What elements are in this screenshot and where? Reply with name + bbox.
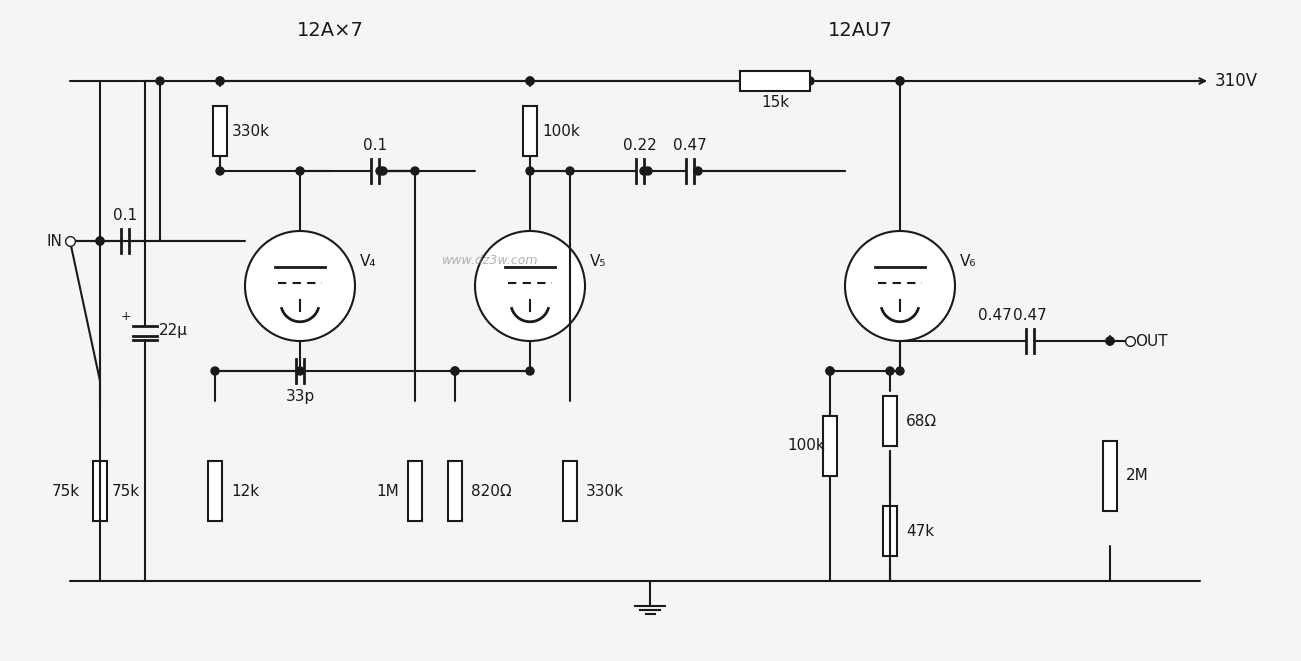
Circle shape — [156, 77, 164, 85]
Circle shape — [411, 167, 419, 175]
Text: 47k: 47k — [905, 524, 934, 539]
Bar — [563, 461, 578, 521]
Text: 0.47: 0.47 — [978, 308, 1012, 323]
Circle shape — [896, 77, 904, 85]
Circle shape — [451, 367, 459, 375]
Text: 100k: 100k — [787, 438, 825, 453]
Text: 12A×7: 12A×7 — [297, 22, 363, 40]
Circle shape — [475, 231, 585, 341]
Bar — [448, 461, 462, 521]
Circle shape — [846, 231, 955, 341]
Text: 0.1: 0.1 — [113, 208, 137, 223]
Circle shape — [376, 167, 384, 175]
Text: 310V: 310V — [1215, 72, 1258, 90]
Circle shape — [896, 77, 904, 85]
Circle shape — [245, 231, 355, 341]
Bar — [883, 506, 896, 556]
Bar — [409, 461, 422, 521]
Bar — [213, 106, 226, 156]
Bar — [883, 396, 896, 446]
Text: V₅: V₅ — [589, 254, 606, 268]
Text: 820Ω: 820Ω — [471, 483, 511, 498]
Circle shape — [1106, 337, 1114, 345]
Circle shape — [96, 237, 104, 245]
Text: 0.1: 0.1 — [363, 138, 388, 153]
Text: 75k: 75k — [52, 483, 79, 498]
Bar — [92, 461, 107, 521]
Text: 330k: 330k — [232, 124, 271, 139]
Bar — [208, 461, 222, 521]
Circle shape — [693, 167, 703, 175]
Circle shape — [211, 367, 219, 375]
Circle shape — [826, 367, 834, 375]
Text: 15k: 15k — [761, 95, 790, 110]
Circle shape — [216, 77, 224, 85]
Text: IN: IN — [46, 233, 62, 249]
Text: 12AU7: 12AU7 — [827, 22, 892, 40]
Bar — [523, 106, 537, 156]
Circle shape — [640, 167, 648, 175]
Text: 0.22: 0.22 — [623, 138, 657, 153]
Bar — [1103, 441, 1118, 511]
Bar — [740, 71, 811, 91]
Circle shape — [1106, 337, 1114, 345]
Circle shape — [297, 367, 304, 375]
Bar — [824, 416, 837, 476]
Text: 33p: 33p — [285, 389, 315, 404]
Text: 330k: 330k — [585, 483, 624, 498]
Text: +: + — [121, 310, 131, 323]
Circle shape — [566, 167, 574, 175]
Circle shape — [526, 367, 533, 375]
Circle shape — [826, 367, 834, 375]
Text: OUT: OUT — [1134, 334, 1167, 348]
Text: 12k: 12k — [232, 483, 259, 498]
Text: 100k: 100k — [543, 124, 580, 139]
Circle shape — [96, 237, 104, 245]
Circle shape — [451, 367, 459, 375]
Text: 75k: 75k — [112, 483, 141, 498]
Circle shape — [896, 367, 904, 375]
Circle shape — [379, 167, 386, 175]
Text: 22μ: 22μ — [159, 323, 187, 338]
Circle shape — [526, 77, 533, 85]
Circle shape — [886, 367, 894, 375]
Text: 1M: 1M — [376, 483, 399, 498]
Circle shape — [526, 167, 533, 175]
Circle shape — [216, 77, 224, 85]
Text: 68Ω: 68Ω — [905, 414, 937, 428]
Text: 2M: 2M — [1125, 469, 1149, 483]
Circle shape — [526, 77, 533, 85]
Circle shape — [644, 167, 652, 175]
Text: V₆: V₆ — [960, 254, 976, 268]
Circle shape — [216, 167, 224, 175]
Text: www.dz3w.com: www.dz3w.com — [442, 254, 539, 268]
Text: 0.47: 0.47 — [1013, 308, 1047, 323]
Text: 0.47: 0.47 — [673, 138, 706, 153]
Circle shape — [297, 167, 304, 175]
Text: V₄: V₄ — [360, 254, 376, 268]
Circle shape — [807, 77, 814, 85]
